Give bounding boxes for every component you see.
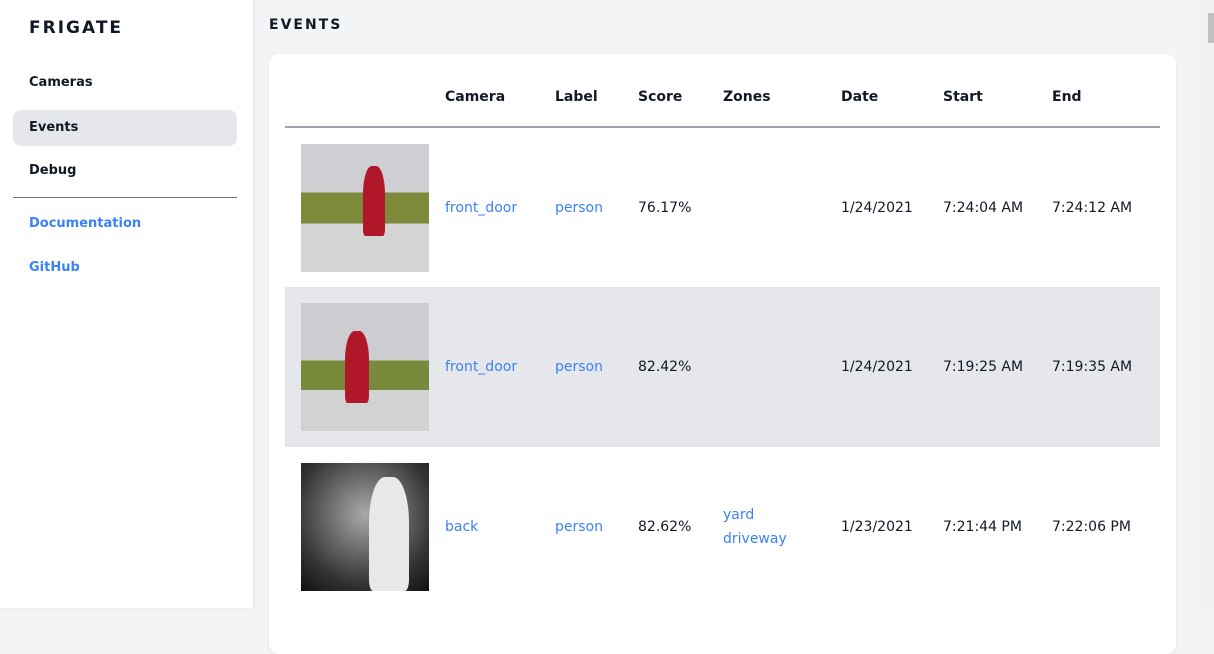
header-thumbnail	[285, 54, 445, 128]
events-table: Camera Label Score Zones Date Start End …	[285, 54, 1160, 607]
zones	[723, 127, 841, 287]
header-end: End	[1052, 54, 1160, 128]
event-thumbnail[interactable]	[301, 463, 429, 591]
sidebar-item-events[interactable]: Events	[13, 110, 237, 146]
start-time: 7:19:25 AM	[943, 287, 1052, 447]
sidebar-item-debug[interactable]: Debug	[29, 163, 77, 178]
github-link[interactable]: GitHub	[29, 260, 80, 275]
header-label: Label	[555, 54, 638, 128]
camera-link[interactable]: front_door	[445, 199, 518, 216]
events-card: Camera Label Score Zones Date Start End …	[269, 54, 1176, 654]
date: 1/24/2021	[841, 199, 913, 216]
camera-link[interactable]: front_door	[445, 287, 555, 447]
start-time: 7:24:04 AM	[943, 199, 1024, 216]
sidebar: FRIGATE Cameras Events Debug Documentati…	[0, 0, 253, 608]
documentation-link[interactable]: Documentation	[29, 216, 142, 231]
date: 1/24/2021	[841, 287, 943, 447]
zone-link[interactable]: yard	[723, 507, 755, 523]
page-title: EVENTS	[269, 17, 343, 33]
event-thumbnail[interactable]	[301, 303, 429, 431]
end-time: 7:22:06 PM	[1052, 519, 1131, 535]
app-logo: FRIGATE	[29, 18, 124, 38]
table-header-row: Camera Label Score Zones Date Start End	[285, 54, 1160, 128]
event-thumbnail[interactable]	[301, 143, 429, 272]
score: 76.17%	[638, 199, 692, 216]
score: 82.42%	[638, 287, 723, 447]
label-link[interactable]: person	[555, 519, 603, 535]
end-time: 7:24:12 AM	[1052, 199, 1133, 216]
sidebar-divider	[13, 197, 237, 198]
header-score: Score	[638, 54, 723, 128]
score: 82.62%	[638, 519, 692, 535]
header-date: Date	[841, 54, 943, 128]
zones: yard driveway	[723, 447, 841, 607]
start-time: 7:21:44 PM	[943, 519, 1022, 535]
scrollbar[interactable]	[1200, 0, 1214, 608]
table-row[interactable]: front_door person 76.17% 1/24/2021 7:24:…	[285, 127, 1160, 287]
header-zones: Zones	[723, 54, 841, 128]
scrollbar-thumb[interactable]	[1208, 13, 1214, 43]
label-link[interactable]: person	[555, 199, 603, 216]
header-start: Start	[943, 54, 1052, 128]
camera-link[interactable]: back	[445, 519, 479, 535]
zones	[723, 287, 841, 447]
table-row[interactable]: front_door person 82.42% 1/24/2021 7:19:…	[285, 287, 1160, 447]
end-time: 7:19:35 AM	[1052, 287, 1160, 447]
table-row[interactable]: back person 82.62% yard driveway 1/23/202…	[285, 447, 1160, 607]
date: 1/23/2021	[841, 519, 913, 535]
zone-link[interactable]: driveway	[723, 531, 787, 547]
label-link[interactable]: person	[555, 287, 638, 447]
sidebar-item-cameras[interactable]: Cameras	[29, 75, 93, 90]
header-camera: Camera	[445, 54, 555, 128]
